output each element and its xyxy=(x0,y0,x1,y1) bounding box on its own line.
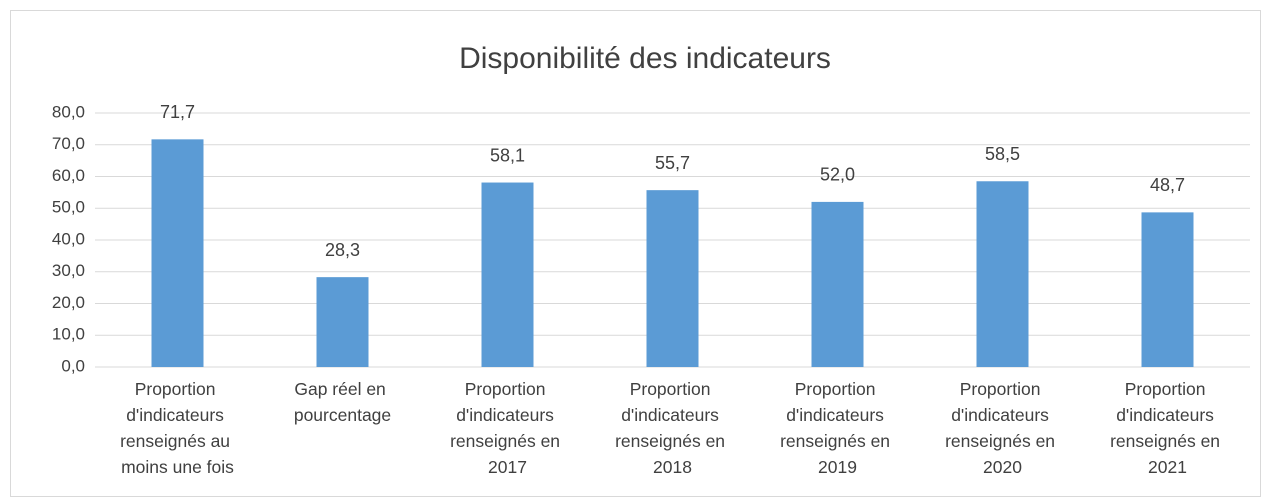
bar xyxy=(1141,212,1194,367)
data-label: 71,7 xyxy=(160,102,195,122)
x-tick-label: Proportion d'indicateurs renseignés au m… xyxy=(120,379,235,477)
x-tick-label: Proportion d'indicateurs renseignés en 2… xyxy=(1110,379,1225,477)
bar xyxy=(811,201,864,367)
bar xyxy=(976,181,1029,367)
data-label: 58,5 xyxy=(985,144,1020,164)
bar xyxy=(646,190,699,367)
data-label: 55,7 xyxy=(655,153,690,173)
bar xyxy=(481,182,534,367)
x-tick-label: Proportion d'indicateurs renseignés en 2… xyxy=(780,379,895,477)
y-tick-label: 40,0 xyxy=(52,229,85,248)
y-tick-label: 20,0 xyxy=(52,293,85,312)
bar xyxy=(151,139,204,367)
data-label: 58,1 xyxy=(490,145,525,165)
data-label: 28,3 xyxy=(325,240,360,260)
x-tick-label: Proportion d'indicateurs renseignés en 2… xyxy=(450,379,565,477)
y-tick-label: 70,0 xyxy=(52,134,85,153)
y-tick-label: 80,0 xyxy=(52,102,85,121)
x-tick-label: Gap réel en pourcentage xyxy=(294,379,391,425)
y-tick-label: 50,0 xyxy=(52,198,85,217)
y-tick-label: 10,0 xyxy=(52,325,85,344)
data-label: 48,7 xyxy=(1150,175,1185,195)
data-label: 52,0 xyxy=(820,165,855,185)
y-tick-label: 60,0 xyxy=(52,166,85,185)
y-tick-label: 30,0 xyxy=(52,261,85,280)
bar xyxy=(316,277,369,367)
chart-border xyxy=(10,10,1261,497)
chart-title: Disponibilité des indicateurs xyxy=(459,42,831,75)
x-tick-label: Proportion d'indicateurs renseignés en 2… xyxy=(945,379,1060,477)
y-tick-label: 0,0 xyxy=(61,356,85,375)
x-tick-label: Proportion d'indicateurs renseignés en 2… xyxy=(615,379,730,477)
